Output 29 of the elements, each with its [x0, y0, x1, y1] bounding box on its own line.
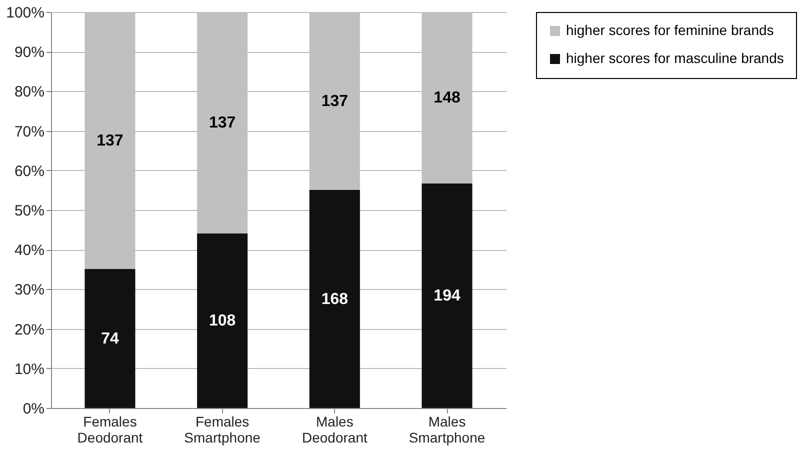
- annotation: 137: [96, 132, 124, 150]
- annotation: 137: [321, 92, 348, 110]
- x-tick-label: Males Smartphone: [408, 414, 486, 446]
- legend-label: higher scores for masculine brands: [566, 50, 784, 66]
- annotation: 74: [101, 330, 119, 348]
- bar: [309, 190, 360, 408]
- x-tick-label: Males Deodorant: [302, 414, 368, 446]
- annotation: 194: [434, 288, 460, 305]
- y-tick-label: 20%: [14, 321, 44, 338]
- annotation: 137: [208, 114, 236, 132]
- y-tick-label: 50%: [14, 202, 44, 220]
- y-tick-label: 100%: [6, 4, 44, 22]
- annotation: 148: [434, 90, 460, 107]
- x-tick-label: Females Deodorant: [77, 414, 143, 446]
- bar: [197, 233, 248, 408]
- y-tick-label: 60%: [14, 162, 44, 180]
- y-tick-label: 80%: [14, 84, 44, 101]
- legend-label: higher scores for feminine brands: [566, 22, 774, 38]
- annotation: 108: [208, 312, 236, 330]
- y-tick-label: 70%: [14, 123, 44, 140]
- y-tick-label: 30%: [14, 282, 44, 299]
- y-tick-label: 0%: [22, 400, 44, 418]
- annotation: 168: [321, 290, 348, 308]
- y-tick-label: 40%: [14, 242, 44, 260]
- y-tick-label: 10%: [14, 360, 44, 378]
- bar: [422, 183, 472, 408]
- bar: [84, 269, 136, 408]
- y-tick-label: 90%: [14, 44, 44, 62]
- x-tick-label: Females Smartphone: [184, 414, 261, 446]
